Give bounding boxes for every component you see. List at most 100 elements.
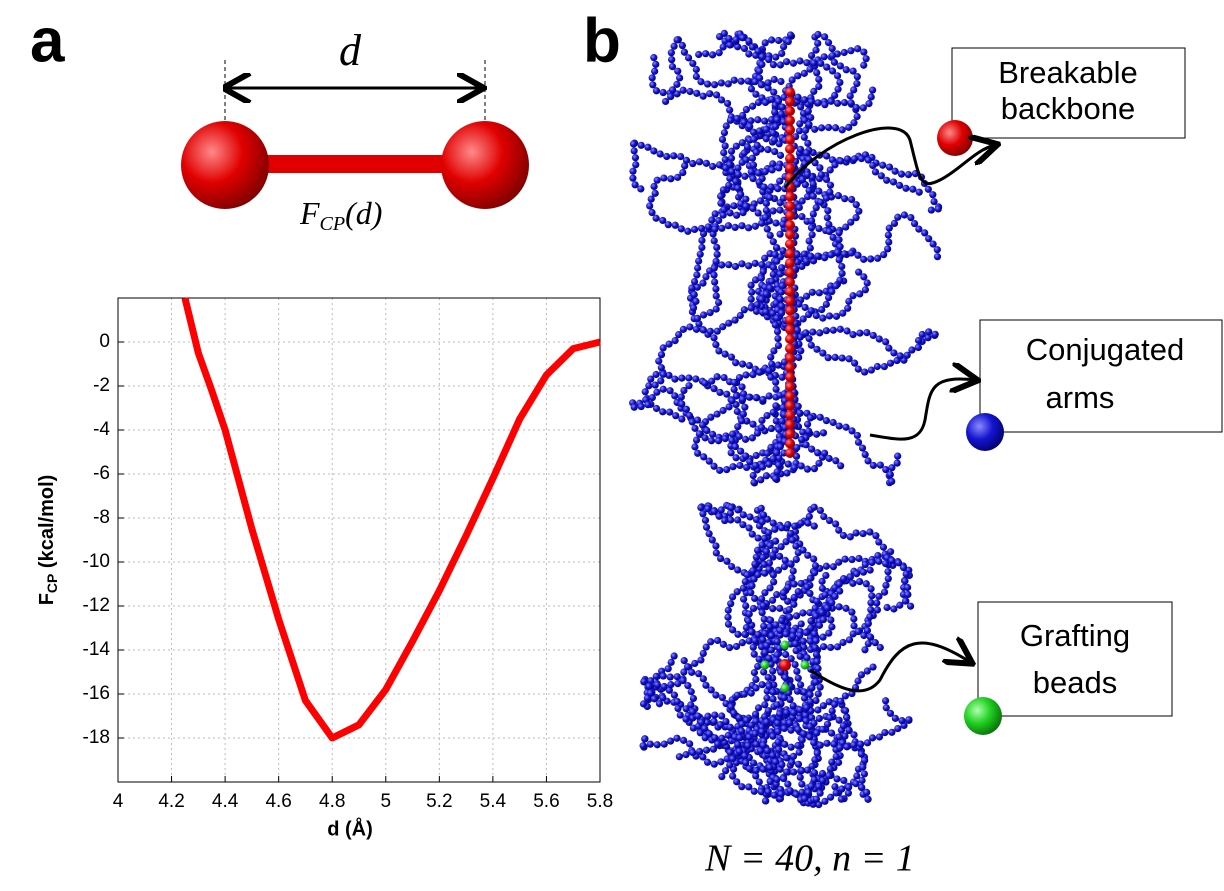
bead <box>833 775 841 783</box>
bead <box>688 284 696 292</box>
bead <box>711 210 719 218</box>
bead <box>783 754 791 762</box>
bead <box>840 250 849 258</box>
bead <box>711 225 719 233</box>
bead <box>641 388 649 396</box>
bead <box>800 688 809 696</box>
bead <box>875 538 883 546</box>
bead <box>647 375 655 383</box>
bead <box>788 758 796 766</box>
bead <box>896 352 904 360</box>
bead <box>822 194 831 202</box>
bead <box>665 686 673 694</box>
bead <box>738 360 747 368</box>
bead <box>693 314 702 322</box>
bead <box>841 555 849 563</box>
bead <box>704 505 712 513</box>
bead <box>764 79 772 87</box>
bead <box>749 420 757 428</box>
bead <box>712 285 720 293</box>
bead <box>707 686 715 694</box>
bead <box>839 638 847 647</box>
bead <box>734 184 742 192</box>
bead <box>772 656 780 664</box>
y-tick-label: -8 <box>93 507 110 528</box>
bead <box>735 714 743 722</box>
bead <box>712 305 720 313</box>
bead <box>717 506 725 514</box>
bead <box>750 669 759 677</box>
bead <box>888 728 896 736</box>
bead <box>720 29 728 38</box>
bead <box>789 59 797 67</box>
bead <box>929 191 937 199</box>
bead <box>802 257 810 265</box>
bead <box>789 708 798 717</box>
bead <box>814 99 822 107</box>
bead <box>890 605 898 613</box>
bead <box>702 643 710 651</box>
bead <box>770 791 778 799</box>
bead <box>778 417 786 425</box>
bead <box>763 411 771 420</box>
bead <box>761 648 769 656</box>
bead <box>806 691 814 699</box>
bead <box>760 560 768 569</box>
bead <box>761 117 769 125</box>
bead <box>734 170 742 178</box>
bead <box>737 447 745 455</box>
bead <box>836 78 844 87</box>
bead <box>794 549 802 557</box>
bead <box>836 62 844 70</box>
bead <box>807 51 816 60</box>
bead <box>703 758 712 766</box>
x-tick-label: 4.4 <box>212 791 239 812</box>
bead <box>742 759 750 767</box>
bead <box>698 236 706 245</box>
bead <box>881 728 889 737</box>
graft-bead <box>760 660 770 670</box>
bead <box>747 589 755 597</box>
bead <box>773 449 781 457</box>
x-tick-label: 5.6 <box>533 791 559 812</box>
box-text: beads <box>1033 665 1117 700</box>
bead <box>841 195 849 203</box>
bead <box>814 39 822 47</box>
bead <box>860 273 868 281</box>
bead <box>745 637 753 645</box>
bead <box>693 271 701 279</box>
bead <box>731 223 739 232</box>
bead <box>775 461 783 469</box>
bead <box>766 284 774 292</box>
bead <box>809 328 817 336</box>
bead <box>796 120 804 128</box>
bead <box>748 154 757 162</box>
bead <box>706 327 714 335</box>
bead <box>848 427 856 435</box>
bead <box>699 279 707 287</box>
bead <box>853 431 861 440</box>
bead <box>879 543 888 551</box>
bead <box>651 189 659 197</box>
legend-boxes <box>783 47 1223 735</box>
bead <box>712 691 720 699</box>
bead <box>831 124 840 132</box>
bead <box>787 529 795 538</box>
bead <box>854 45 862 53</box>
bead <box>664 221 672 229</box>
bead <box>710 81 719 89</box>
molecule <box>629 29 943 809</box>
bead <box>733 114 741 123</box>
bead <box>752 148 760 156</box>
bead <box>710 237 718 245</box>
bead <box>776 443 784 451</box>
bead <box>837 697 845 705</box>
bead <box>853 80 861 88</box>
bead <box>765 460 773 468</box>
bead <box>882 338 890 346</box>
bead <box>665 371 673 379</box>
bead <box>705 530 713 538</box>
bead <box>806 698 814 706</box>
bead <box>655 357 663 365</box>
bead <box>807 624 815 632</box>
